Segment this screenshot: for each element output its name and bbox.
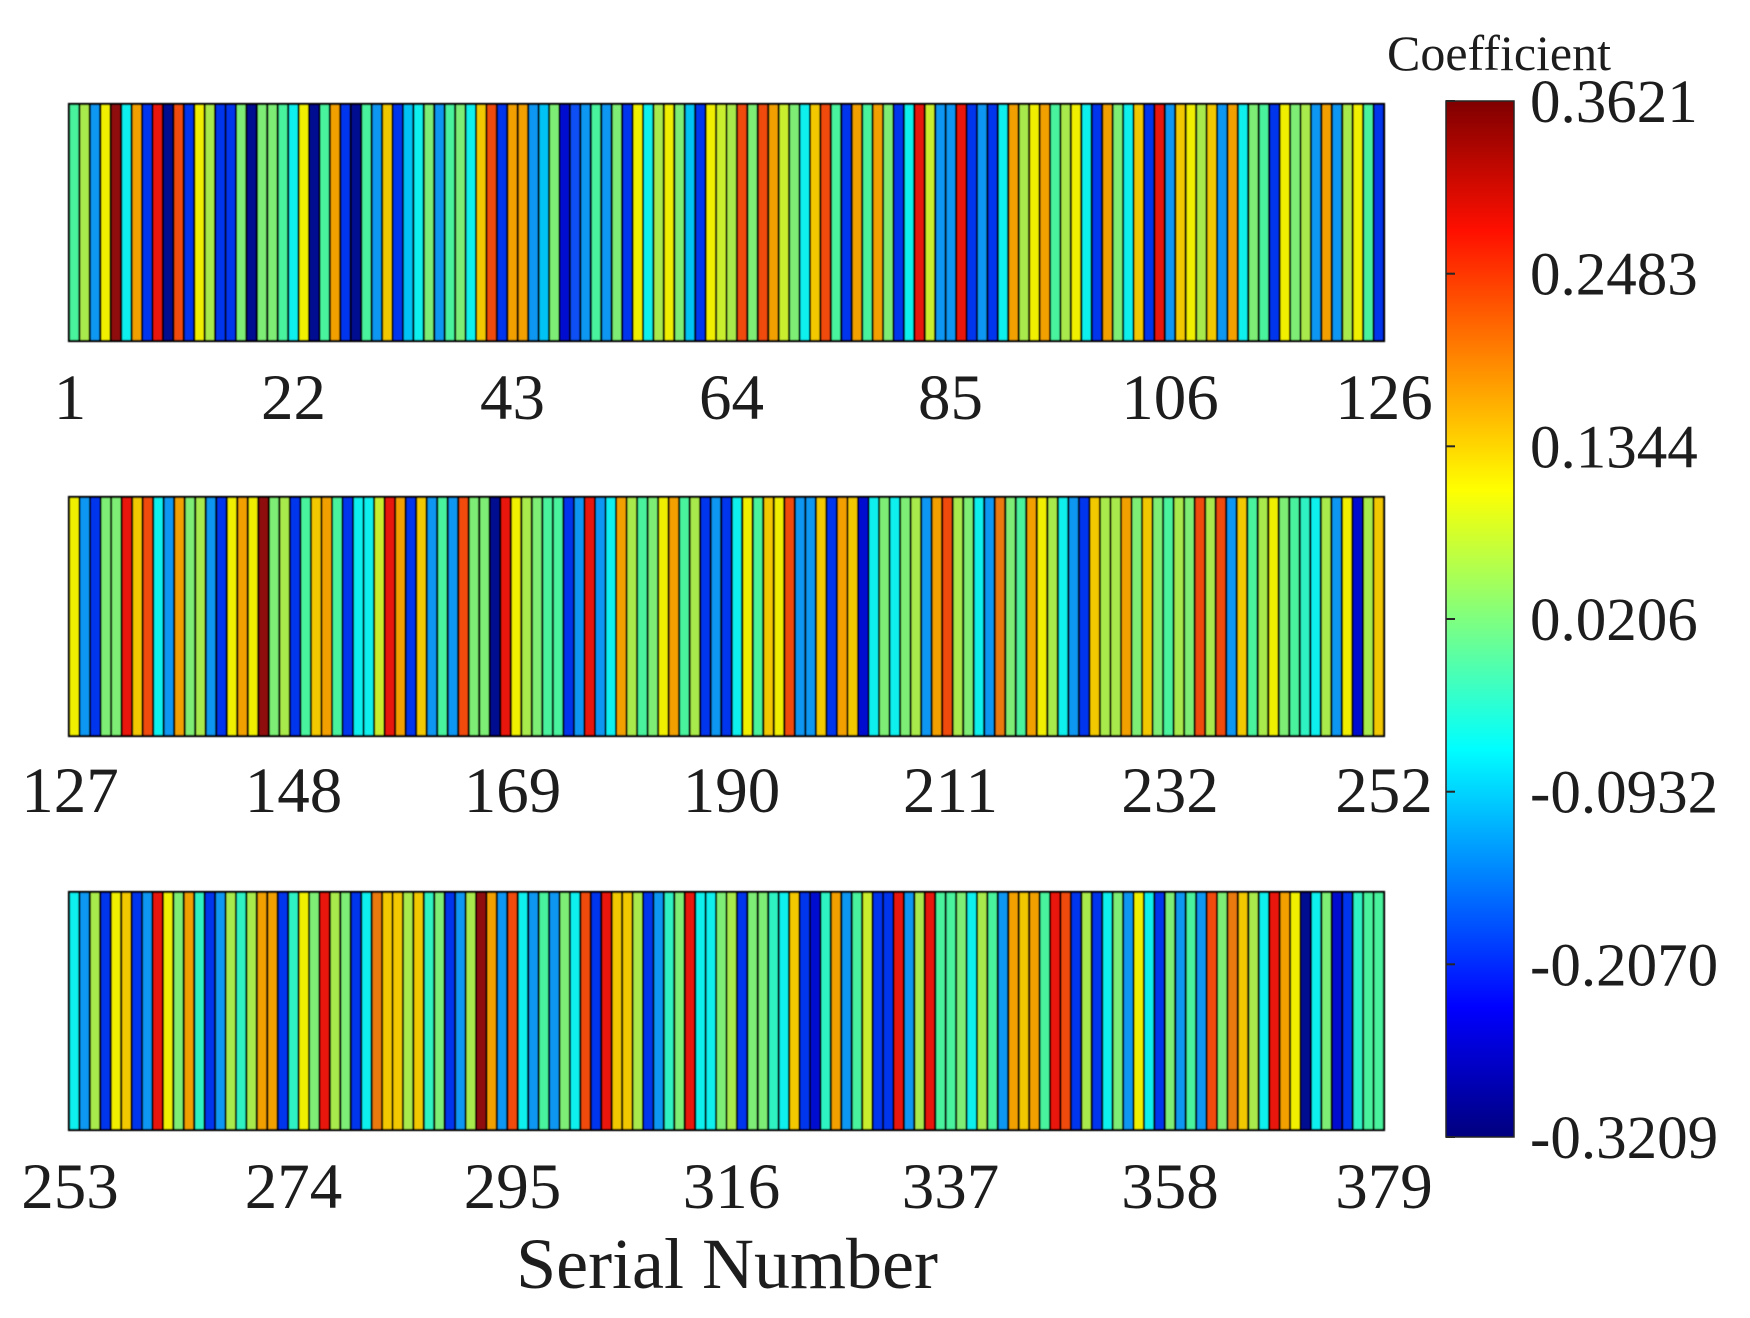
svg-text:253: 253 <box>21 1151 119 1223</box>
svg-text:-0.3209: -0.3209 <box>1530 1105 1718 1172</box>
svg-text:85: 85 <box>918 362 983 434</box>
svg-text:127: 127 <box>21 755 119 827</box>
svg-text:252: 252 <box>1335 755 1433 827</box>
svg-text:337: 337 <box>902 1151 1000 1223</box>
svg-text:211: 211 <box>903 755 998 827</box>
svg-text:0.3621: 0.3621 <box>1530 69 1698 136</box>
svg-text:Coefficient: Coefficient <box>1387 25 1611 81</box>
svg-text:379: 379 <box>1335 1151 1433 1223</box>
svg-text:106: 106 <box>1121 362 1219 434</box>
svg-text:232: 232 <box>1121 755 1219 827</box>
svg-text:0.2483: 0.2483 <box>1530 242 1698 309</box>
svg-text:169: 169 <box>464 755 562 827</box>
svg-text:64: 64 <box>699 362 764 434</box>
svg-text:Serial Number: Serial Number <box>516 1224 938 1304</box>
svg-text:148: 148 <box>245 755 343 827</box>
svg-text:274: 274 <box>245 1151 343 1223</box>
svg-text:-0.0932: -0.0932 <box>1530 760 1718 827</box>
svg-text:295: 295 <box>464 1151 562 1223</box>
svg-text:358: 358 <box>1121 1151 1219 1223</box>
svg-text:1: 1 <box>54 362 87 434</box>
svg-text:190: 190 <box>683 755 781 827</box>
svg-text:0.1344: 0.1344 <box>1530 414 1698 481</box>
svg-text:126: 126 <box>1335 362 1433 434</box>
svg-text:316: 316 <box>683 1151 781 1223</box>
svg-text:0.0206: 0.0206 <box>1530 587 1698 654</box>
svg-text:-0.2070: -0.2070 <box>1530 932 1718 999</box>
svg-text:43: 43 <box>480 362 545 434</box>
svg-text:22: 22 <box>261 362 326 434</box>
